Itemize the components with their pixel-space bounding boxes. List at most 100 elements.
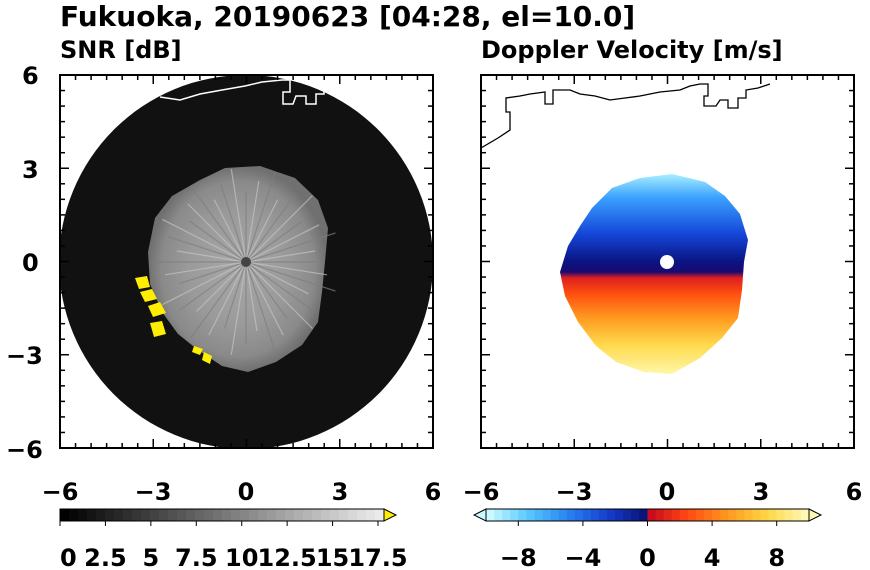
snr-colorbar-segment (87, 509, 97, 521)
snr-radial-streak (245, 199, 279, 263)
doppler-colorbar-segment (671, 509, 681, 521)
snr-y-tick-label: 3 (22, 156, 39, 184)
snr-radial-streak (245, 261, 336, 292)
doppler-colorbar-segment (663, 509, 673, 521)
snr-radial-streak (189, 220, 247, 263)
snr-colorbar-tick-label: 17.5 (348, 544, 407, 570)
snr-strong-patch (140, 289, 157, 302)
snr-colorbar (59, 508, 398, 522)
snr-radial-streak (245, 261, 313, 311)
doppler-colorbar-segment (720, 509, 729, 521)
snr-colorbar-labels: 0 2.5 5 7.5 10 12.5 15 17.5 (59, 521, 408, 570)
snr-y-tick-label: −6 (6, 436, 43, 464)
snr-colorbar-segment (240, 509, 250, 521)
doppler-colorbar-segment (760, 509, 770, 521)
doppler-panel-title: Doppler Velocity [m/s] (481, 36, 783, 64)
doppler-colorbar-segment (631, 509, 640, 521)
snr-radial-streak (230, 261, 247, 355)
snr-colorbar-segment (159, 509, 169, 521)
doppler-colorbar-segment (486, 509, 495, 521)
doppler-x-tick-label: 6 (846, 478, 863, 506)
snr-x-tick-label: 6 (425, 478, 442, 506)
snr-radial-streak (179, 261, 247, 311)
snr-radial-streak (220, 183, 247, 263)
snr-panel-title: SNR [dB] (60, 36, 182, 64)
snr-colorbar-segment (258, 509, 268, 521)
snr-colorbar-segment (321, 509, 331, 521)
snr-colorbar-segment (177, 509, 187, 521)
snr-radial-streak (245, 261, 284, 336)
snr-colorbar-segment (186, 509, 196, 521)
snr-radial-streak (245, 195, 313, 263)
figure-title: Fukuoka, 20190623 [04:28, el=10.0] (60, 0, 635, 33)
doppler-colorbar-segment (542, 509, 552, 521)
snr-colorbar-segment (366, 509, 376, 521)
snr-x-tick-label: −3 (135, 478, 172, 506)
snr-radial-streak (245, 172, 276, 263)
snr-echo-region (148, 166, 328, 372)
doppler-colorbar-segment (526, 509, 535, 521)
doppler-colorbar-segment (582, 509, 592, 521)
doppler-colorbar-segment (695, 509, 705, 521)
snr-y-tick-label: 0 (22, 249, 39, 277)
snr-strong-echo-patches (135, 276, 212, 364)
snr-radial-streak (167, 236, 247, 263)
snr-radial-streak (213, 199, 247, 263)
snr-colorbar-tick-label: 2.5 (84, 544, 127, 570)
snr-x-tick-label: −6 (42, 478, 79, 506)
snr-radial-streak (245, 195, 295, 263)
snr-radial-streak (208, 261, 247, 336)
doppler-colorbar-segment (558, 509, 568, 521)
doppler-x-tick-label: 0 (659, 478, 676, 506)
snr-colorbar-segment (114, 509, 124, 521)
doppler-plot-area (481, 83, 771, 374)
doppler-colorbar-segment (752, 509, 762, 521)
snr-radial-streak (223, 261, 247, 329)
snr-radial-streak (161, 261, 247, 306)
snr-colorbar-tick-label: 7.5 (175, 544, 218, 570)
doppler-colorbar-segment (550, 509, 560, 521)
snr-radial-streak (245, 261, 309, 295)
doppler-colorbar-segment (607, 509, 616, 521)
snr-colorbar-segment (141, 509, 151, 521)
snr-radial-streak (230, 169, 247, 263)
doppler-colorbar-segment (728, 509, 737, 521)
doppler-colorbar-segment (687, 509, 697, 521)
doppler-colorbar-segment (792, 509, 802, 521)
snr-radial-streak (245, 180, 260, 263)
snr-colorbar-segment (330, 509, 340, 521)
snr-colorbar-segment (150, 509, 160, 521)
doppler-colorbar-segment (744, 509, 753, 521)
snr-colorbar-segment (348, 509, 358, 521)
snr-radial-streaks (152, 169, 336, 355)
snr-y-tick-label: 6 (22, 62, 39, 90)
snr-strong-patch (148, 302, 166, 317)
doppler-echo-region (560, 174, 748, 374)
doppler-colorbar-tick-label: 4 (704, 544, 721, 570)
doppler-colorbar-extend-arrow-min (472, 508, 487, 522)
snr-strong-patch (135, 276, 150, 289)
snr-radial-streak (245, 250, 316, 263)
doppler-colorbar-segment (590, 509, 600, 521)
snr-colorbar-segment (294, 509, 304, 521)
doppler-colorbar-segment (518, 509, 527, 521)
snr-coastline (159, 79, 332, 105)
snr-radial-streak (245, 261, 276, 352)
doppler-colorbar-tick-label: 8 (768, 544, 785, 570)
doppler-x-tick-label: −6 (463, 478, 500, 506)
doppler-colorbar-segment (510, 509, 519, 521)
doppler-x-tick-label: 3 (753, 478, 770, 506)
snr-radial-streak (176, 250, 247, 263)
snr-colorbar-segment (267, 509, 277, 521)
snr-colorbar-segment (123, 509, 133, 521)
snr-radial-streak (245, 261, 313, 329)
snr-radial-streak (179, 261, 247, 285)
doppler-colorbar-tick-label: −4 (564, 544, 601, 570)
snr-radial-streak (245, 261, 328, 276)
snr-radar-center (241, 257, 251, 267)
snr-colorbar-segment (132, 509, 142, 521)
doppler-colorbar-segment (784, 509, 794, 521)
doppler-axis-ticks (480, 74, 855, 449)
snr-colorbar-segment (285, 509, 295, 521)
snr-colorbar-segment (168, 509, 178, 521)
